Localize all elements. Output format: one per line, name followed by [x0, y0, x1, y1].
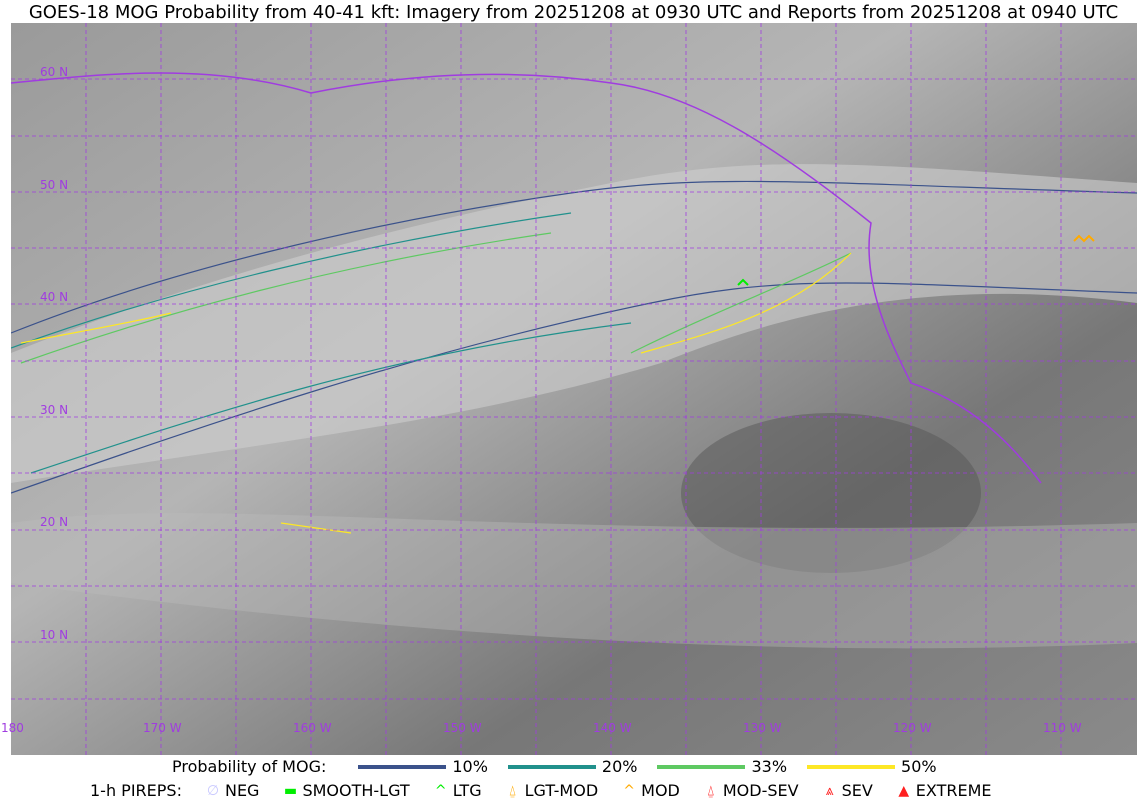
contour-10pct: [11, 180, 1137, 494]
mod-icon: ^: [623, 782, 635, 799]
mod-sev-icon: ⍙: [706, 782, 716, 799]
lgt-mod-icon: ⍙: [508, 782, 517, 799]
lon-label: 130 W: [743, 721, 782, 735]
legend-label: 33%: [751, 757, 788, 776]
satellite-map: [11, 23, 1137, 755]
lat-label: 50 N: [40, 178, 69, 192]
sev-icon: ⩓: [825, 782, 834, 799]
legend-label: MOD-SEV: [722, 781, 799, 800]
swatch-50pct: [807, 764, 896, 769]
pirep-legend-title: 1-h PIREPS:: [90, 781, 182, 800]
contour-33pct: [20, 232, 852, 364]
cloud-band-south: [11, 513, 1137, 649]
lon-label: 120 W: [893, 721, 932, 735]
ltg-icon: ^: [434, 782, 447, 799]
graticule: [11, 23, 1137, 755]
ltg-pirep-marker: [737, 278, 749, 286]
mog-contours: [11, 180, 1137, 534]
legend-label: MOD: [641, 781, 680, 800]
map-title: GOES-18 MOG Probability from 40-41 kft: …: [28, 2, 1119, 23]
pirep-legend: 1-h PIREPS: ∅ NEG ▬ SMOOTH-LGT ^ LTG ⍙ LGT-M…: [90, 781, 991, 800]
smooth-lgt-icon: ▬: [283, 782, 298, 799]
lat-label: 30 N: [40, 403, 69, 417]
lat-label: 20 N: [40, 515, 69, 529]
dry-slot: [681, 413, 981, 573]
lat-label: 40 N: [40, 290, 69, 304]
legend-label: LTG: [452, 781, 482, 800]
lon-label: 150 W: [443, 721, 482, 735]
lat-label: 60 N: [40, 65, 69, 79]
probability-legend-title: Probability of MOG:: [172, 757, 327, 776]
lon-label: 140 W: [593, 721, 632, 735]
lon-label: 110 W: [1043, 721, 1082, 735]
swatch-33pct: [657, 764, 746, 769]
probability-legend: Probability of MOG: 10% 20% 33% 50%: [172, 757, 937, 776]
lon-label: 160 W: [293, 721, 332, 735]
swatch-20pct: [507, 764, 596, 769]
swatch-10pct: [358, 764, 447, 769]
cloud-band: [11, 164, 1137, 483]
legend-label: NEG: [224, 781, 260, 800]
lat-label: 10 N: [40, 628, 69, 642]
mod-pirep-marker: [1073, 234, 1095, 243]
contour-20pct: [11, 212, 632, 474]
lon-label: 180: [1, 721, 24, 735]
legend-label: 50%: [901, 757, 937, 776]
legend-label: SMOOTH-LGT: [302, 781, 410, 800]
legend-label: LGT-MOD: [524, 781, 599, 800]
legend-label: 10%: [452, 757, 488, 776]
legend-label: SEV: [841, 781, 873, 800]
extreme-icon: ▲: [898, 782, 910, 799]
neg-icon: ∅: [206, 782, 220, 799]
legend-label: EXTREME: [915, 781, 992, 800]
contour-50pct: [20, 252, 852, 534]
legend-label: 20%: [601, 757, 638, 776]
lon-label: 170 W: [143, 721, 182, 735]
